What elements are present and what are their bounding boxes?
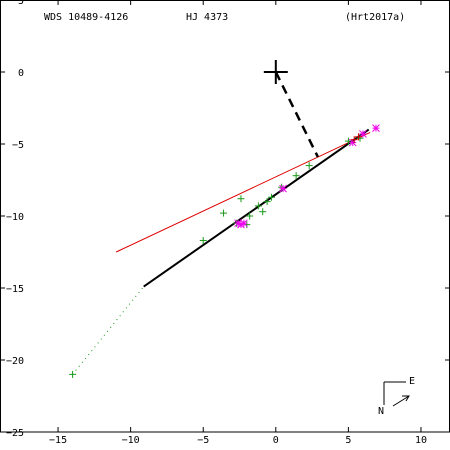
observation-point (305, 162, 313, 170)
recent-point (350, 136, 358, 144)
speckle-point (348, 138, 357, 147)
recent-point (355, 133, 363, 141)
y-tick-label: −10 (6, 212, 24, 223)
observation-point (246, 212, 254, 220)
header-left: WDS 10489-4126 (44, 12, 128, 23)
speckle-point (359, 130, 367, 138)
periastron-line (274, 71, 320, 158)
speckle-point-d2 (348, 138, 357, 147)
x-tick-label: −15 (49, 435, 67, 446)
y-tick-label: −15 (6, 284, 24, 295)
observation-point (292, 172, 300, 180)
observation-point (254, 202, 262, 210)
red-line (115, 132, 371, 253)
observation-point (356, 134, 364, 142)
speckle-point-d2 (359, 130, 367, 138)
speckle-point-d2 (279, 184, 287, 193)
observation-point (263, 198, 271, 206)
speckle-point-d2 (240, 219, 248, 228)
header-right: (Hrt2017a) (345, 12, 405, 23)
speckle-point-d2 (372, 124, 380, 133)
compass-north: N (378, 406, 384, 417)
observation-point (199, 236, 207, 244)
y-tick-label: −5 (12, 140, 24, 151)
speckle-point (240, 219, 248, 228)
x-tick-label: 0 (273, 435, 279, 446)
y-tick-label: −25 (6, 428, 24, 439)
x-tick-label: −10 (122, 435, 140, 446)
y-tick-label: 5 (18, 0, 24, 7)
compass-east: E (409, 376, 415, 387)
observation-point (237, 195, 245, 203)
x-tick-label: 10 (415, 435, 427, 446)
x-tick-label: 5 (345, 435, 351, 446)
y-tick-label: −20 (6, 356, 24, 367)
speckle-point (372, 124, 380, 133)
observation-point (220, 209, 228, 217)
observation-point (259, 208, 267, 216)
x-tick-label: −5 (197, 435, 209, 446)
orbit-line (143, 128, 370, 288)
header-center: HJ 4373 (186, 12, 228, 23)
speckle-point-d2 (234, 219, 242, 228)
speckle-point (279, 184, 287, 193)
observation-point (267, 193, 275, 201)
observation-point (69, 370, 77, 378)
y-tick-label: 0 (18, 68, 24, 79)
compass: E N (378, 376, 415, 417)
